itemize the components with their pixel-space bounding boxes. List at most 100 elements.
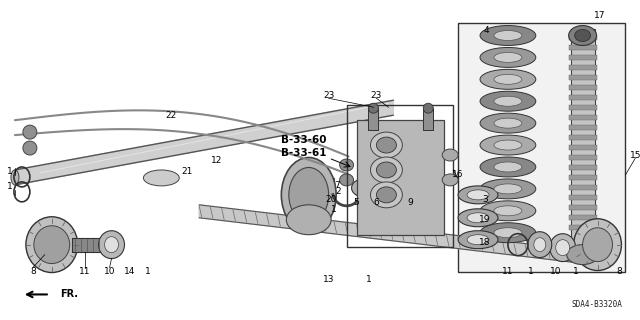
- Ellipse shape: [458, 209, 498, 227]
- Bar: [569, 135, 596, 140]
- Text: 14: 14: [124, 267, 135, 276]
- Bar: [569, 55, 596, 60]
- Ellipse shape: [351, 179, 376, 197]
- Text: 1: 1: [573, 267, 579, 276]
- Ellipse shape: [376, 162, 396, 178]
- Ellipse shape: [494, 74, 522, 84]
- Bar: [569, 145, 596, 150]
- Text: 1: 1: [7, 182, 13, 191]
- Ellipse shape: [99, 231, 125, 259]
- Ellipse shape: [480, 113, 536, 133]
- Text: 1: 1: [365, 275, 371, 284]
- Ellipse shape: [467, 190, 489, 200]
- Bar: [569, 225, 596, 230]
- Bar: [569, 105, 596, 110]
- Text: 10: 10: [550, 267, 561, 276]
- Bar: [284, 178, 333, 198]
- Bar: [423, 108, 433, 130]
- Bar: [569, 75, 596, 80]
- Text: 1: 1: [145, 267, 150, 276]
- Ellipse shape: [480, 201, 536, 221]
- Text: 6: 6: [374, 198, 380, 207]
- Text: 11: 11: [79, 267, 90, 276]
- Text: 8: 8: [30, 267, 36, 276]
- Text: SDA4-B3320A: SDA4-B3320A: [572, 300, 623, 309]
- Bar: [369, 108, 378, 130]
- Text: 20: 20: [325, 195, 337, 204]
- Bar: [569, 85, 596, 90]
- Ellipse shape: [358, 184, 369, 192]
- Text: 3: 3: [482, 195, 488, 204]
- Ellipse shape: [569, 26, 596, 45]
- Ellipse shape: [556, 240, 570, 256]
- Ellipse shape: [494, 52, 522, 62]
- Text: FR.: FR.: [60, 290, 77, 300]
- Ellipse shape: [467, 213, 489, 223]
- Bar: [347, 105, 453, 247]
- Ellipse shape: [494, 96, 522, 106]
- Ellipse shape: [467, 235, 489, 245]
- Text: 15: 15: [630, 150, 640, 160]
- Ellipse shape: [371, 157, 403, 183]
- Text: 5: 5: [354, 198, 360, 207]
- Text: 11: 11: [502, 267, 514, 276]
- Bar: [569, 175, 596, 180]
- Ellipse shape: [480, 91, 536, 111]
- Ellipse shape: [104, 237, 118, 252]
- Text: 19: 19: [479, 215, 491, 224]
- Text: 12: 12: [211, 156, 223, 164]
- Ellipse shape: [376, 183, 390, 193]
- Ellipse shape: [550, 234, 575, 261]
- Text: 9: 9: [408, 198, 413, 207]
- Bar: [569, 165, 596, 170]
- Ellipse shape: [494, 206, 522, 216]
- Bar: [569, 155, 596, 160]
- Bar: [569, 125, 596, 130]
- Ellipse shape: [534, 238, 546, 252]
- Bar: [569, 215, 596, 220]
- Bar: [569, 195, 596, 200]
- Ellipse shape: [23, 141, 37, 155]
- Text: 23: 23: [323, 91, 334, 100]
- Text: 23: 23: [371, 91, 382, 100]
- Text: 17: 17: [594, 11, 605, 20]
- Ellipse shape: [480, 179, 536, 199]
- Ellipse shape: [494, 140, 522, 150]
- Text: 8: 8: [616, 267, 622, 276]
- Ellipse shape: [340, 159, 353, 171]
- Ellipse shape: [376, 187, 396, 203]
- Text: B-33-61: B-33-61: [281, 148, 326, 158]
- Ellipse shape: [143, 170, 179, 186]
- Text: 7: 7: [333, 181, 339, 190]
- Ellipse shape: [494, 184, 522, 194]
- Bar: [569, 115, 596, 120]
- Ellipse shape: [480, 223, 536, 243]
- Ellipse shape: [458, 231, 498, 249]
- Text: 21: 21: [182, 167, 193, 176]
- Bar: [571, 28, 595, 258]
- Ellipse shape: [423, 103, 433, 113]
- Bar: [569, 36, 596, 41]
- Ellipse shape: [289, 167, 329, 222]
- Ellipse shape: [494, 228, 522, 238]
- Ellipse shape: [371, 132, 403, 158]
- Bar: [356, 120, 444, 235]
- Ellipse shape: [566, 245, 598, 265]
- Ellipse shape: [442, 174, 458, 186]
- Ellipse shape: [340, 174, 353, 186]
- Ellipse shape: [582, 228, 612, 261]
- Bar: [569, 45, 596, 51]
- Text: 10: 10: [104, 267, 115, 276]
- Bar: [72, 238, 107, 252]
- Ellipse shape: [286, 205, 331, 235]
- Text: 22: 22: [166, 111, 177, 120]
- Ellipse shape: [480, 135, 536, 155]
- Bar: [569, 95, 596, 100]
- Text: 16: 16: [452, 171, 464, 180]
- Text: 2: 2: [336, 188, 341, 196]
- Bar: [458, 23, 625, 272]
- Ellipse shape: [404, 182, 422, 194]
- Ellipse shape: [494, 162, 522, 172]
- Ellipse shape: [11, 170, 19, 185]
- Ellipse shape: [369, 103, 378, 113]
